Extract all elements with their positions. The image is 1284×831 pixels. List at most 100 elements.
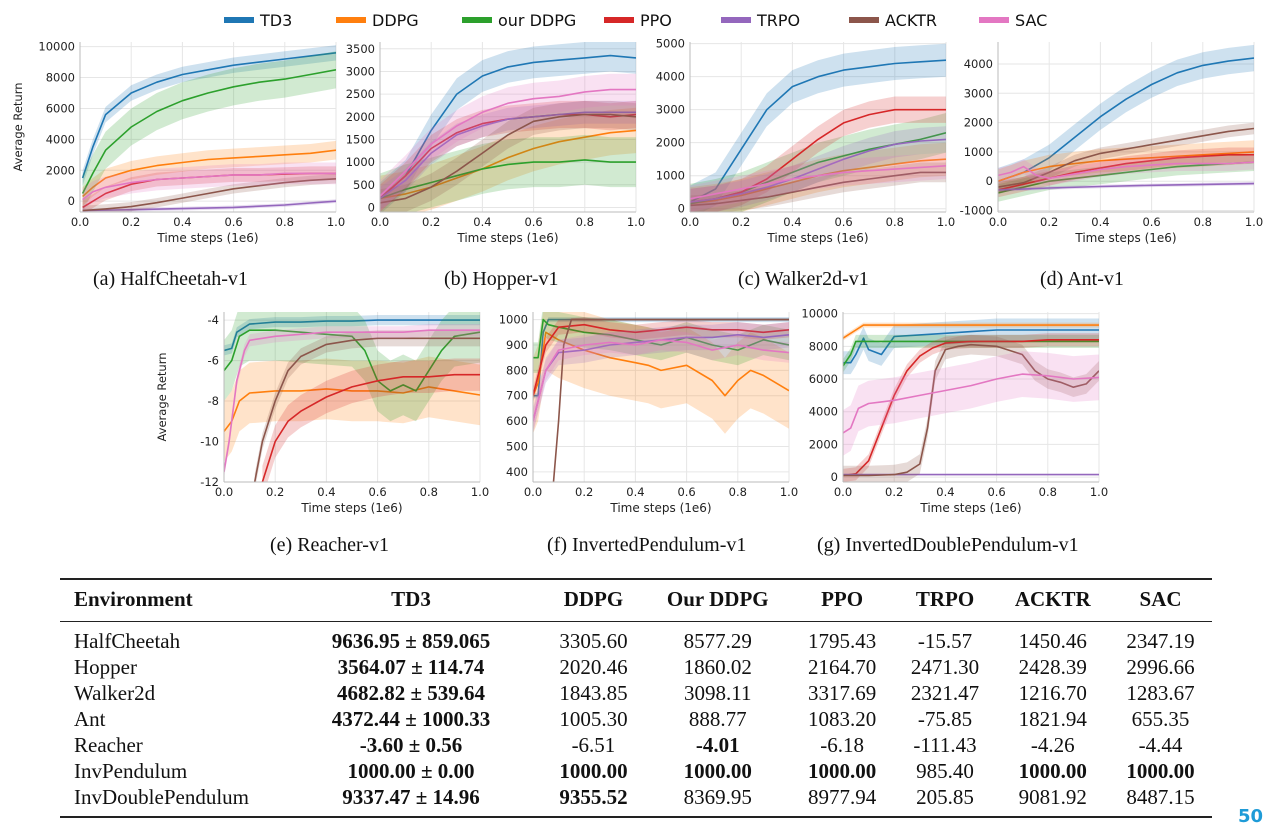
x-tick-label: 0.4 [173, 215, 191, 229]
legend-swatch-ddpg [336, 17, 366, 23]
score-cell: 4682.82 ± 539.64 [336, 681, 486, 705]
series-line-ppo [998, 154, 1254, 191]
env-name-cell: Hopper [74, 655, 137, 679]
y-tick-label: 5000 [656, 37, 685, 51]
series-layer [81, 45, 336, 212]
y-tick-label: 2000 [809, 437, 838, 451]
series-band-acktr [998, 122, 1254, 193]
score-cell: 1216.70 [1018, 681, 1087, 705]
y-tick-label: 6000 [46, 101, 75, 115]
learning-curves-figure: 0.0 0.2 0.4 0.6 0.8 1.00200040006000800010000… [11, 37, 1263, 515]
y-tick-label: 1500 [346, 132, 375, 146]
series-line-sac [998, 161, 1254, 180]
y-tick-label: 1000 [656, 169, 685, 183]
score-cell: 888.77 [688, 707, 747, 731]
header-sac: SAC [1139, 587, 1182, 611]
table-header-row: Environment TD3 DDPG Our DDPG PPO TRPO A… [60, 579, 1212, 622]
score-cell: -6.51 [571, 733, 616, 757]
series-line-trpo [533, 333, 789, 422]
score-cell: 1000.00 [807, 759, 877, 783]
series-line-ddpg [82, 149, 336, 198]
plot-d: 0.0 0.2 0.4 0.6 0.8 1.0 -1000 0 1000 2000 3000 4000… [960, 42, 1263, 245]
series-line-our-ddpg [533, 318, 789, 359]
score-cell: 9081.92 [1018, 785, 1087, 809]
plot-area [690, 42, 946, 212]
series-line-our-ddpg [224, 329, 480, 392]
y-tick-label: 6000 [809, 372, 838, 386]
series-line-our-ddpg [998, 161, 1254, 194]
y-tick-label: 8000 [809, 339, 838, 353]
series-line-ppo [533, 323, 789, 396]
caption-e: (e) Reacher-v1 [270, 534, 389, 556]
series-line-sac [843, 373, 1099, 434]
y-tick-label: 400 [506, 465, 528, 479]
caption-c: (c) Walker2d-v1 [738, 268, 869, 290]
series-line-td3 [380, 54, 636, 199]
y-tick-label: 3000 [964, 86, 993, 100]
score-cell: 205.85 [916, 785, 974, 809]
series-band-trpo [533, 322, 789, 434]
x-tick-label: 0.0 [71, 215, 89, 229]
y-tick-label: 1000 [499, 313, 528, 327]
series-line-acktr [253, 337, 480, 482]
series-line-our-ddpg [380, 159, 636, 200]
y-tick-label: 8000 [46, 71, 75, 85]
score-cell: 1000.00 [1018, 759, 1087, 783]
score-cell: 1083.20 [807, 707, 877, 731]
score-cell: 985.40 [916, 759, 974, 783]
results-table: Environment TD3 DDPG Our DDPG PPO TRPO A… [60, 578, 1212, 818]
series-band-acktr [380, 100, 636, 212]
score-cell: 2347.19 [1126, 629, 1195, 653]
series-band-ddpg [224, 356, 480, 462]
legend-label: ACKTR [885, 11, 937, 30]
y-tick-label: -8 [208, 394, 219, 408]
score-cell: -3.60 ± 0.56 [359, 733, 463, 757]
score-cell: -6.18 [820, 733, 864, 757]
series-band-td3 [380, 42, 636, 212]
series-band-ppo [533, 317, 789, 404]
x-tick-label: 0.2 [122, 215, 140, 229]
series-band-our-ddpg [224, 312, 480, 422]
series-band-sac [380, 73, 636, 212]
caption-g: (g) InvertedDoublePendulum-v1 [817, 534, 1079, 556]
score-cell: 3317.69 [807, 681, 877, 705]
legend-swatch-trpo [721, 17, 751, 23]
legend-label: our DDPG [498, 11, 576, 30]
series-band-td3 [82, 45, 336, 186]
legend-label: TRPO [756, 11, 800, 30]
x-tick-label: 0.2 [1040, 215, 1058, 229]
table-row: HalfCheetah 9636.95 ± 859.065 3305.60 8577.… [60, 622, 1212, 655]
legend-label: SAC [1015, 11, 1047, 30]
table-row: Reacher -3.60 ± 0.56 -6.51 -4.01 -6.18 -111.4… [60, 732, 1212, 758]
series-layer [224, 312, 480, 482]
series-band-ppo [690, 96, 946, 212]
header-td3: TD3 [391, 587, 431, 611]
series-band-our-ddpg [843, 334, 1099, 373]
x-tick-label: 1.0 [327, 215, 345, 229]
x-tick-label: 0.0 [524, 485, 542, 499]
x-tick-label: 0.6 [1142, 215, 1160, 229]
legend-swatch-acktr [849, 17, 879, 23]
score-cell: 3564.07 ± 114.74 [337, 655, 485, 679]
env-name-cell: InvDoublePendulum [74, 785, 249, 809]
x-tick-label: 0.8 [420, 485, 438, 499]
legend-label: PPO [640, 11, 672, 30]
x-tick-label: 0.4 [317, 485, 335, 499]
series-line-ddpg [533, 331, 789, 397]
series-line-td3 [224, 319, 480, 352]
table-row: Walker2d 4682.82 ± 539.64 1843.85 3098.11 33… [60, 680, 1212, 706]
series-line-acktr [82, 178, 336, 212]
x-tick-label: 0.4 [626, 485, 644, 499]
series-line-sac [224, 329, 480, 473]
y-tick-label: 0 [68, 194, 75, 208]
series-band-sac [533, 329, 789, 432]
x-tick-label: 0.0 [989, 215, 1007, 229]
table-row: InvDoublePendulum 9337.47 ± 14.96 9355.52 8… [60, 784, 1212, 817]
table-body: HalfCheetah 9636.95 ± 859.065 3305.60 8577.… [60, 622, 1212, 817]
score-cell: 2996.66 [1126, 655, 1195, 679]
caption-d: (d) Ant-v1 [1040, 268, 1124, 290]
score-cell: 2428.39 [1018, 655, 1087, 679]
legend-label: TD3 [259, 11, 292, 30]
series-line-ddpg [380, 129, 636, 200]
env-name-cell: HalfCheetah [74, 629, 181, 653]
